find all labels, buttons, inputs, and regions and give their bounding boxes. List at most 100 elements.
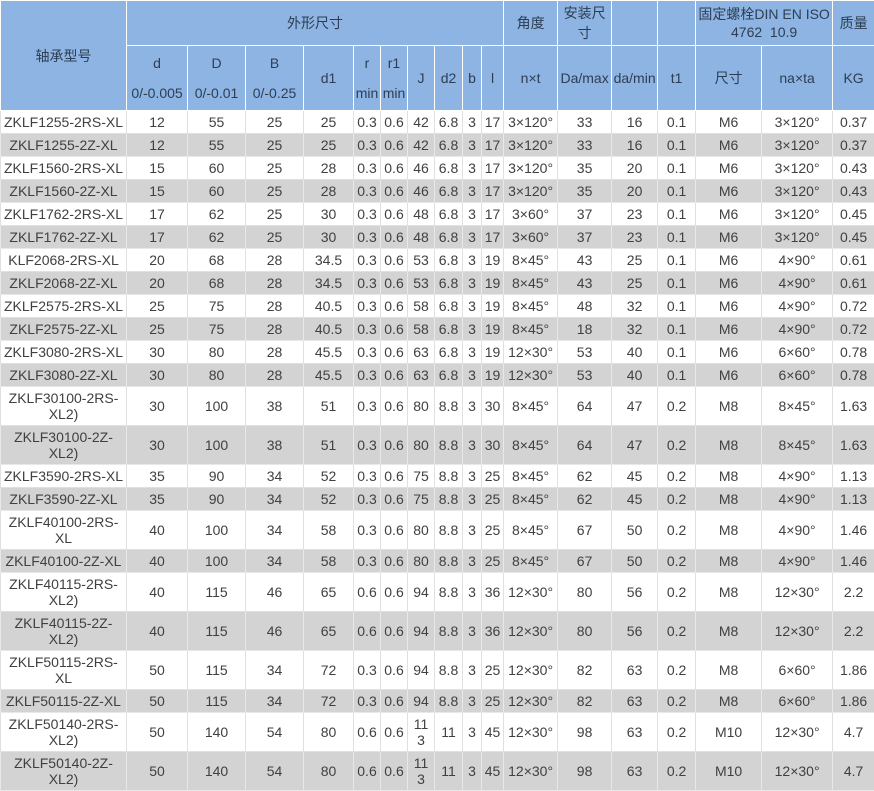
value-cell: 0.6 — [381, 134, 408, 157]
bearing-model-cell: ZKLF50140-2Z-XL2) — [1, 752, 127, 791]
value-cell: 1.63 — [833, 387, 874, 426]
value-cell: 0.61 — [833, 249, 874, 272]
value-cell: 19 — [482, 364, 504, 387]
value-cell: 50 — [127, 651, 188, 690]
value-cell: 3 — [463, 511, 482, 550]
value-cell: 0.3 — [354, 690, 381, 713]
value-cell: 60 — [188, 180, 246, 203]
value-cell: M8 — [696, 651, 762, 690]
value-cell: 0.78 — [833, 341, 874, 364]
value-cell: 115 — [188, 573, 246, 612]
header-r1-label: r1 — [388, 55, 400, 71]
value-cell: M6 — [696, 249, 762, 272]
value-cell: 0.3 — [354, 364, 381, 387]
value-cell: 62 — [558, 465, 612, 488]
value-cell: 28 — [246, 249, 304, 272]
value-cell: 72 — [304, 690, 354, 713]
value-cell: 0.78 — [833, 364, 874, 387]
value-cell: 35 — [127, 465, 188, 488]
value-cell: 8.8 — [435, 426, 463, 465]
value-cell: 30 — [127, 341, 188, 364]
value-cell: 0.45 — [833, 203, 874, 226]
bearing-model-cell: ZKLF1560-2RS-XL — [1, 157, 127, 180]
value-cell: 53 — [408, 272, 435, 295]
value-cell: 63 — [408, 341, 435, 364]
value-cell: 20 — [612, 180, 658, 203]
value-cell: 3×120° — [504, 180, 558, 203]
value-cell: M8 — [696, 488, 762, 511]
header-col-d2: d2 — [435, 46, 463, 111]
value-cell: 19 — [482, 249, 504, 272]
value-cell: 15 — [127, 180, 188, 203]
header-D-tolerance: 0/-0.01 — [195, 85, 239, 101]
value-cell: 3 — [463, 341, 482, 364]
bearing-model-cell: ZKLF1762-2Z-XL — [1, 226, 127, 249]
value-cell: 94 — [408, 612, 435, 651]
value-cell: 0.6 — [381, 364, 408, 387]
value-cell: 28 — [246, 295, 304, 318]
value-cell: 62 — [558, 488, 612, 511]
value-cell: 0.6 — [381, 226, 408, 249]
value-cell: 45.5 — [304, 341, 354, 364]
value-cell: 30 — [127, 364, 188, 387]
value-cell: 6×60° — [762, 651, 833, 690]
value-cell: M8 — [696, 387, 762, 426]
value-cell: 0.3 — [354, 318, 381, 341]
value-cell: 12×30° — [762, 573, 833, 612]
value-cell: 6.8 — [435, 226, 463, 249]
value-cell: 6×60° — [762, 690, 833, 713]
value-cell: 65 — [304, 573, 354, 612]
header-spacer-da — [612, 1, 658, 46]
value-cell: 80 — [408, 550, 435, 573]
value-cell: 6.8 — [435, 318, 463, 341]
value-cell: 17 — [482, 157, 504, 180]
value-cell: 0.6 — [381, 651, 408, 690]
value-cell: M10 — [696, 752, 762, 791]
value-cell: M6 — [696, 364, 762, 387]
value-cell: 53 — [558, 341, 612, 364]
value-cell: 0.3 — [354, 341, 381, 364]
value-cell: 12×30° — [504, 651, 558, 690]
value-cell: 8.8 — [435, 550, 463, 573]
value-cell: 28 — [304, 157, 354, 180]
value-cell: 6.8 — [435, 364, 463, 387]
value-cell: 8×45° — [504, 318, 558, 341]
header-col-bolt-size: 尺寸 — [696, 46, 762, 111]
header-col-r: r min — [354, 46, 381, 111]
value-cell: 68 — [188, 249, 246, 272]
value-cell: 12 — [127, 111, 188, 134]
value-cell: 34 — [246, 465, 304, 488]
header-group-row: 轴承型号 外形尺寸 角度 安装尺寸 固定螺栓DIN EN ISO 4762 10… — [1, 1, 874, 46]
value-cell: 4×90° — [762, 318, 833, 341]
value-cell: 90 — [188, 465, 246, 488]
value-cell: 3 — [463, 134, 482, 157]
value-cell: 8×45° — [762, 387, 833, 426]
value-cell: 25 — [482, 550, 504, 573]
value-cell: 8×45° — [504, 511, 558, 550]
value-cell: 4×90° — [762, 511, 833, 550]
header-D-label: D — [211, 55, 221, 71]
header-col-D: D 0/-0.01 — [188, 46, 246, 111]
value-cell: 0.3 — [354, 134, 381, 157]
value-cell: 45.5 — [304, 364, 354, 387]
value-cell: 23 — [612, 203, 658, 226]
value-cell: 0.2 — [658, 690, 696, 713]
value-cell: 19 — [482, 318, 504, 341]
value-cell: 15 — [127, 157, 188, 180]
value-cell: 0.1 — [658, 203, 696, 226]
value-cell: 113 — [408, 752, 435, 791]
value-cell: 8×45° — [504, 426, 558, 465]
bearing-model-cell: ZKLF50140-2RS-XL2) — [1, 713, 127, 752]
value-cell: 64 — [558, 387, 612, 426]
value-cell: M8 — [696, 550, 762, 573]
value-cell: 40 — [612, 341, 658, 364]
value-cell: 56 — [612, 612, 658, 651]
value-cell: 1.13 — [833, 488, 874, 511]
value-cell: 17 — [127, 226, 188, 249]
value-cell: 63 — [612, 651, 658, 690]
